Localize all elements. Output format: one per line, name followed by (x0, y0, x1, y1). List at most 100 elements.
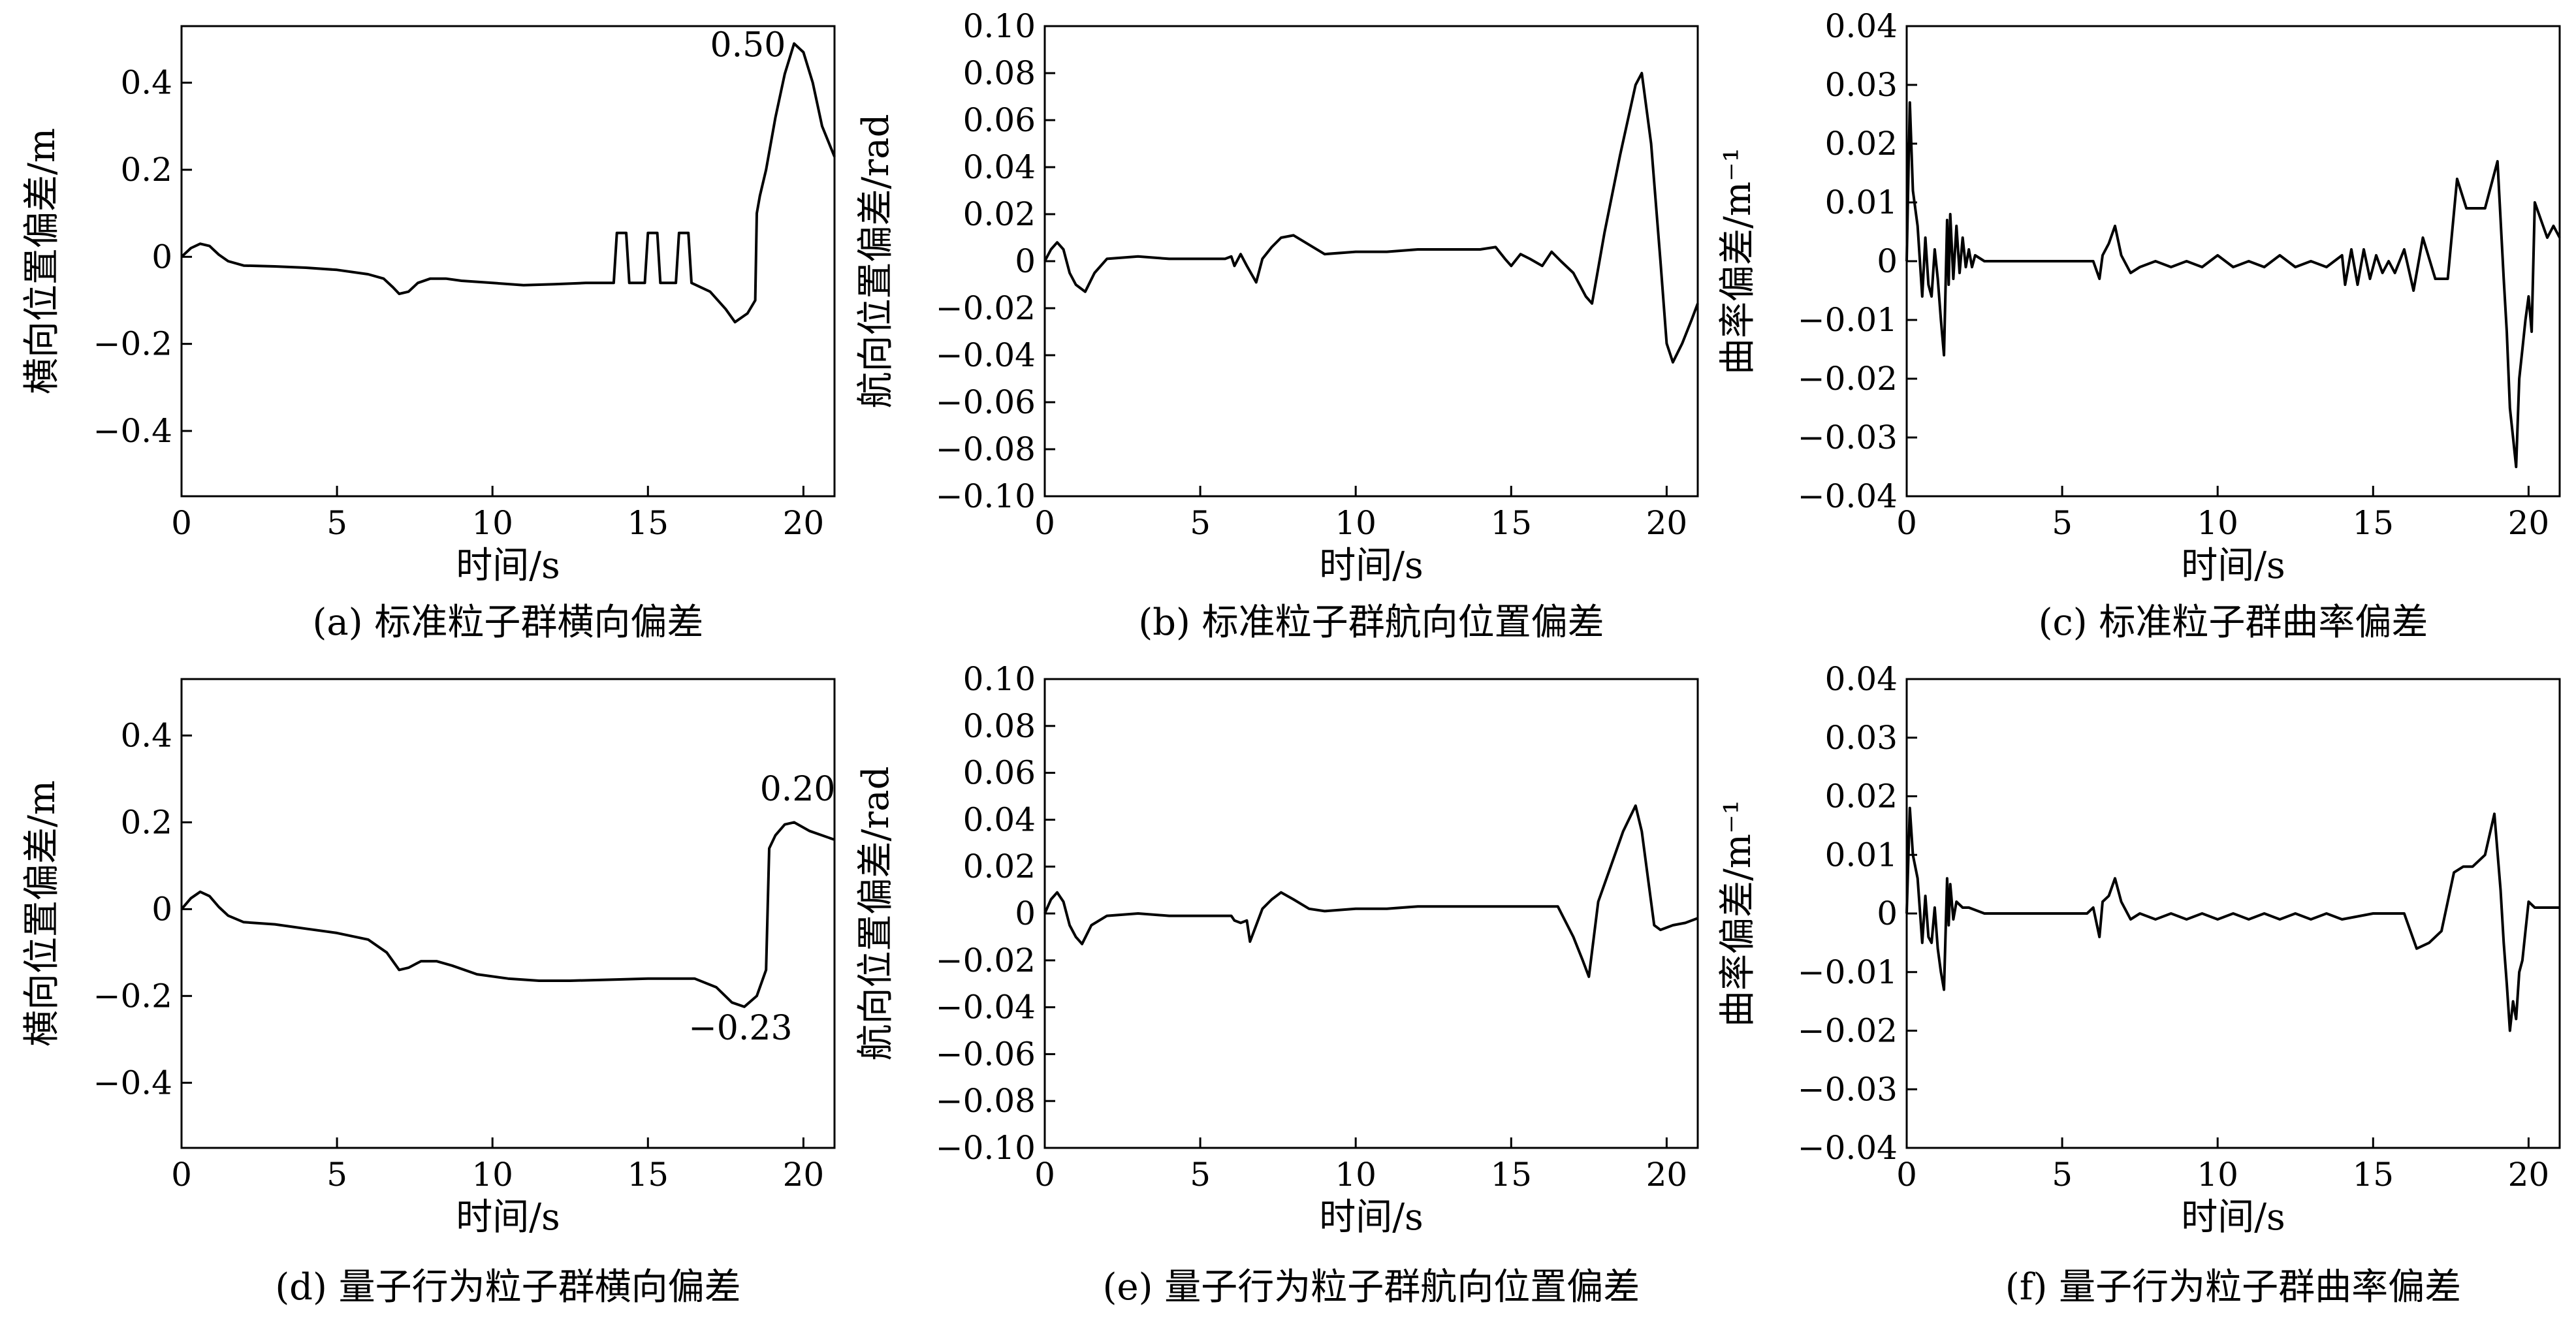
y-tick-label: −0.08 (936, 1082, 1036, 1120)
x-tick-label: 10 (1335, 1156, 1376, 1194)
x-tick-label: 15 (2352, 504, 2394, 542)
x-tick-label: 10 (1335, 504, 1376, 542)
y-tick-label: 0 (1015, 895, 1036, 932)
x-tick-label: 5 (326, 1156, 347, 1194)
x-tick-label: 10 (471, 1156, 513, 1194)
x-axis-label: 时间/s (456, 545, 560, 587)
x-tick-label: 20 (1646, 504, 1688, 542)
x-tick-label: 5 (326, 504, 347, 542)
x-tick-label: 20 (2508, 504, 2550, 542)
x-tick-label: 0 (1896, 504, 1917, 542)
y-axis-label: 横向位置偏差/m (21, 780, 63, 1047)
x-axis-label: 时间/s (2181, 1196, 2285, 1239)
y-tick-label: 0.08 (963, 707, 1036, 745)
x-tick-label: 20 (783, 504, 825, 542)
x-axis-label: 时间/s (1319, 545, 1423, 587)
y-tick-label: 0.02 (1825, 778, 1898, 816)
y-axis-label: 曲率偏差/m⁻¹ (1717, 800, 1759, 1027)
value-annotation: 0.50 (710, 26, 786, 65)
panel-caption: (e) 量子行为粒子群航向位置偏差 (1103, 1266, 1640, 1309)
panel-caption: (d) 量子行为粒子群横向偏差 (275, 1266, 740, 1309)
y-tick-label: 0.2 (120, 151, 172, 189)
y-tick-label: 0.4 (120, 64, 172, 102)
x-tick-label: 0 (171, 504, 192, 542)
panel-caption: (c) 标准粒子群曲率偏差 (2039, 601, 2428, 644)
y-tick-label: 0 (151, 238, 172, 276)
x-tick-label: 15 (2352, 1156, 2394, 1194)
y-tick-label: 0.01 (1825, 836, 1898, 874)
series-line (1905, 806, 2560, 1032)
x-tick-label: 10 (471, 504, 513, 542)
y-tick-label: −0.04 (1798, 477, 1898, 515)
x-tick-label: 0 (1034, 1156, 1055, 1194)
y-tick-label: 0.02 (963, 195, 1036, 233)
x-tick-label: 15 (627, 1156, 669, 1194)
y-axis-label: 航向位置偏差/rad (855, 767, 897, 1061)
y-tick-label: −0.03 (1798, 419, 1898, 456)
y-tick-label: 0.06 (963, 754, 1036, 792)
y-tick-label: −0.04 (936, 989, 1036, 1026)
chart-panel: 0 5 10 15 20 0.10 0.08 0.06 0.04 0.02 0 −0.02 −0.04 −… (855, 660, 1699, 1309)
chart-panel: 0 5 10 15 20 0.4 0.2 0 −0.2 −0.4 0.50 时间/s 横向位置偏差/m (… (21, 25, 836, 644)
plot-frame (180, 678, 836, 1149)
y-tick-label: 0.4 (120, 716, 172, 754)
y-tick-label: −0.10 (936, 1129, 1036, 1167)
y-tick-label: 0.04 (963, 801, 1036, 838)
x-axis-label: 时间/s (456, 1196, 560, 1239)
y-axis-label: 曲率偏差/m⁻¹ (1717, 148, 1759, 375)
panel-caption: (f) 量子行为粒子群曲率偏差 (2005, 1266, 2461, 1309)
x-tick-label: 0 (1896, 1156, 1917, 1194)
x-tick-label: 5 (1190, 504, 1211, 542)
y-tick-label: 0.10 (963, 7, 1036, 45)
y-tick-label: 0 (151, 890, 172, 928)
x-tick-label: 20 (2508, 1156, 2550, 1194)
x-tick-label: 10 (2197, 1156, 2238, 1194)
y-tick-label: −0.02 (936, 942, 1036, 979)
y-tick-label: 0.04 (1825, 660, 1898, 698)
panel-caption: (b) 标准粒子群航向位置偏差 (1138, 601, 1604, 644)
y-tick-label: 0.08 (963, 54, 1036, 92)
series-line (1043, 72, 1699, 364)
y-tick-label: 0.03 (1825, 719, 1898, 757)
x-axis-label: 时间/s (1319, 1196, 1423, 1239)
x-tick-label: 15 (1490, 504, 1532, 542)
value-annotation: −0.23 (688, 1009, 792, 1048)
y-tick-label: 0.02 (963, 848, 1036, 885)
value-annotation: 0.20 (760, 770, 836, 809)
x-tick-label: 0 (171, 1156, 192, 1194)
y-tick-label: −0.08 (936, 430, 1036, 468)
panel-caption: (a) 标准粒子群横向偏差 (313, 601, 704, 644)
y-tick-label: −0.02 (936, 289, 1036, 327)
y-tick-label: −0.2 (93, 325, 172, 363)
y-tick-label: −0.4 (93, 1064, 172, 1102)
x-tick-label: 15 (627, 504, 669, 542)
x-tick-label: 15 (1490, 1156, 1532, 1194)
x-tick-label: 10 (2197, 504, 2238, 542)
y-tick-label: 0.04 (1825, 7, 1898, 45)
series-line (1043, 804, 1698, 978)
x-axis-label: 时间/s (2181, 545, 2285, 587)
y-tick-label: −0.03 (1798, 1070, 1898, 1108)
plot-frame (180, 25, 836, 498)
y-axis-label: 航向位置偏差/rad (855, 114, 897, 409)
y-tick-label: 0.04 (963, 148, 1036, 186)
y-tick-label: −0.06 (936, 383, 1036, 421)
y-tick-label: 0 (1877, 895, 1898, 932)
y-tick-label: 0.03 (1825, 66, 1898, 104)
x-tick-label: 5 (2052, 1156, 2073, 1194)
y-tick-label: 0 (1015, 242, 1036, 280)
x-tick-label: 5 (2052, 504, 2073, 542)
chart-panel: 0 5 10 15 20 0.10 0.08 0.06 0.04 0.02 0 −0.02 −0.04 −… (855, 7, 1699, 644)
series-line (180, 821, 835, 1008)
x-tick-label: 5 (1190, 1156, 1211, 1194)
chart-panel: 0 5 10 15 200.40.20−0.2−0.40.20−0.23时间/s横向位置… (21, 678, 836, 1309)
y-tick-label: −0.02 (1798, 1012, 1898, 1050)
y-tick-label: −0.06 (936, 1035, 1036, 1073)
y-tick-label: −0.01 (1798, 301, 1898, 339)
y-tick-label: −0.4 (93, 412, 172, 450)
y-tick-label: 0 (1877, 242, 1898, 280)
y-tick-label: −0.02 (1798, 360, 1898, 398)
y-tick-label: 0.10 (963, 660, 1036, 698)
y-axis-label: 横向位置偏差/m (21, 128, 63, 394)
